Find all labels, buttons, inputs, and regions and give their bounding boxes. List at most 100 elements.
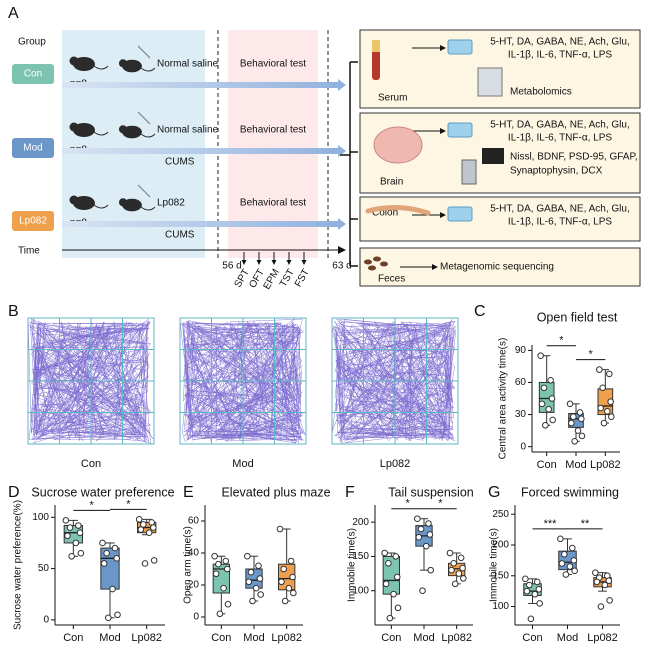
panel-label: D bbox=[8, 484, 20, 501]
x-tick-label: Con bbox=[522, 632, 542, 644]
x-tick-label: Mod bbox=[243, 632, 264, 644]
data-point bbox=[245, 578, 253, 586]
feces-icon bbox=[373, 256, 381, 262]
x-tick-label: Con bbox=[211, 632, 231, 644]
significance-label: * bbox=[406, 498, 411, 510]
mouse-tail bbox=[140, 206, 156, 211]
test-name: FST bbox=[293, 267, 312, 289]
data-point bbox=[290, 589, 297, 597]
data-point bbox=[549, 416, 556, 424]
data-point bbox=[522, 575, 529, 583]
x-tick-label: Lp082 bbox=[131, 632, 162, 644]
y-tick-label: 60 bbox=[188, 516, 200, 527]
data-point bbox=[145, 529, 153, 536]
data-point bbox=[285, 584, 293, 592]
mouse-tail bbox=[93, 204, 109, 209]
data-point bbox=[381, 549, 388, 557]
chart-title: Forced swimming bbox=[521, 485, 619, 499]
kit-icon bbox=[447, 206, 473, 222]
measure: Nissl, BDNF, PSD-95, GFAP, bbox=[510, 152, 638, 163]
group-badge bbox=[12, 211, 54, 231]
x-tick-label: Con bbox=[537, 459, 557, 471]
kit-icon bbox=[447, 39, 473, 55]
data-point bbox=[527, 615, 535, 623]
flow-arrowhead bbox=[440, 45, 446, 51]
data-point bbox=[249, 597, 256, 605]
y-tick-label: 200 bbox=[492, 540, 509, 551]
test-arrowhead bbox=[286, 260, 292, 265]
data-point bbox=[66, 524, 74, 531]
data-point bbox=[135, 516, 143, 523]
significance-label: * bbox=[589, 349, 594, 361]
data-point bbox=[570, 557, 578, 564]
data-point bbox=[417, 525, 425, 533]
heading: Time bbox=[18, 246, 40, 257]
feces-icon bbox=[364, 259, 372, 265]
test-background bbox=[228, 30, 318, 258]
mouse-icon bbox=[73, 196, 95, 210]
y-tick-label: 100 bbox=[32, 512, 49, 523]
data-point bbox=[570, 413, 577, 420]
data-point bbox=[247, 568, 255, 576]
data-point bbox=[280, 565, 287, 573]
arena-label: Lp082 bbox=[380, 458, 411, 470]
x-tick-label: Lp082 bbox=[590, 459, 621, 471]
test-label: Behavioral test bbox=[240, 198, 306, 209]
syringe bbox=[137, 184, 151, 198]
group-label: Con bbox=[24, 69, 42, 80]
data-point bbox=[419, 587, 426, 595]
data-point bbox=[64, 532, 71, 540]
y-tick-label: 20 bbox=[188, 580, 200, 591]
data-point bbox=[390, 590, 397, 598]
data-point bbox=[394, 604, 402, 612]
sample-name: Brain bbox=[380, 177, 403, 188]
data-point bbox=[425, 520, 432, 527]
group-label: Mod bbox=[23, 143, 42, 154]
data-point bbox=[571, 438, 578, 445]
data-point bbox=[76, 529, 84, 536]
measure: 5-HT, DA, GABA, NE, Ach, Glu, bbox=[490, 120, 630, 131]
mouse-tail bbox=[140, 133, 156, 138]
panel-label: G bbox=[488, 484, 500, 501]
data-point bbox=[68, 552, 75, 560]
data-point bbox=[538, 400, 546, 408]
significance-label: * bbox=[90, 499, 95, 511]
y-tick-label: 40 bbox=[188, 548, 200, 559]
brain-icon bbox=[373, 126, 423, 164]
data-point bbox=[542, 421, 549, 429]
data-point bbox=[561, 550, 568, 558]
data-point bbox=[540, 384, 548, 392]
test-arrowhead bbox=[271, 260, 277, 265]
data-point bbox=[597, 404, 604, 412]
flow-arrowhead bbox=[440, 128, 446, 134]
mouse-icon bbox=[122, 59, 142, 73]
panel-label: B bbox=[8, 303, 19, 320]
trajectory bbox=[179, 318, 306, 444]
mouse-tail bbox=[93, 131, 109, 136]
data-point bbox=[547, 377, 554, 384]
x-tick-label: Mod bbox=[557, 632, 578, 644]
data-point bbox=[533, 578, 541, 586]
significance-label: * bbox=[438, 498, 443, 510]
data-point bbox=[571, 567, 578, 575]
mouse-icon bbox=[118, 198, 128, 207]
y-tick-label: 200 bbox=[352, 517, 369, 528]
data-point bbox=[531, 590, 539, 598]
mouse-tail bbox=[140, 67, 156, 72]
data-point bbox=[566, 400, 574, 408]
mouse-icon bbox=[69, 122, 79, 132]
data-point bbox=[422, 542, 430, 550]
data-point bbox=[607, 398, 614, 406]
data-point bbox=[601, 581, 609, 589]
y-axis-label: Immobile time(s) bbox=[347, 528, 358, 602]
data-point bbox=[593, 578, 601, 586]
data-point bbox=[62, 517, 70, 524]
data-point bbox=[545, 405, 552, 413]
data-point bbox=[596, 366, 603, 373]
heading: Group bbox=[18, 37, 46, 48]
chart-title: Tail suspension bbox=[388, 485, 474, 499]
data-point bbox=[450, 559, 457, 567]
data-point bbox=[114, 611, 121, 619]
data-point bbox=[99, 539, 106, 547]
